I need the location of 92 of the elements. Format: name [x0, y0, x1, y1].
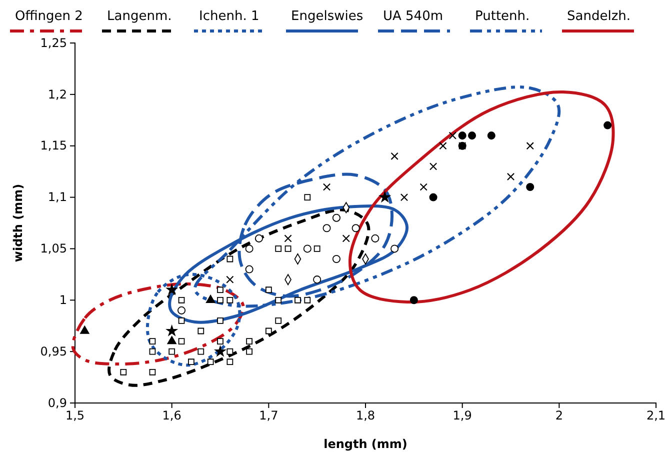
point — [178, 306, 186, 314]
text: Engelswies — [291, 9, 364, 24]
point — [468, 132, 476, 140]
x-tick-label: 1,6 — [162, 408, 182, 423]
point — [265, 286, 272, 294]
point — [178, 318, 185, 324]
y-tick-label: 0,9 — [48, 396, 67, 410]
point — [226, 348, 234, 355]
y-tick-label: 1,2 — [48, 87, 67, 102]
point — [487, 132, 496, 140]
point — [604, 121, 612, 130]
x-tick-label: 1,9 — [452, 408, 472, 423]
point — [168, 348, 176, 355]
point — [303, 244, 312, 253]
point — [226, 256, 234, 262]
x-tick-label: 1,5 — [65, 408, 85, 423]
point — [217, 318, 224, 324]
point — [149, 348, 156, 355]
text: Puttenh. — [475, 9, 530, 24]
point — [294, 296, 301, 304]
point — [439, 142, 447, 150]
point — [342, 234, 350, 242]
point — [410, 296, 418, 304]
text: Offingen 2 — [15, 9, 83, 24]
point — [390, 244, 399, 253]
point — [506, 172, 515, 181]
point — [217, 296, 224, 304]
point — [429, 193, 438, 202]
point — [526, 182, 534, 192]
y-tick-label: 1 — [59, 292, 67, 307]
point — [206, 294, 216, 303]
point — [458, 132, 466, 140]
text: Ichenh. 1 — [199, 9, 260, 24]
point — [284, 246, 292, 252]
point — [245, 265, 254, 274]
point — [526, 142, 534, 150]
point — [322, 183, 331, 191]
text: Langenm. — [107, 9, 172, 24]
point — [207, 358, 214, 366]
point — [265, 328, 272, 334]
point — [332, 254, 340, 264]
point — [448, 132, 456, 140]
point — [120, 368, 127, 376]
point — [226, 296, 234, 304]
point — [149, 338, 156, 344]
point — [226, 276, 234, 284]
point — [352, 224, 360, 232]
point — [275, 246, 282, 252]
point — [217, 286, 224, 294]
point — [246, 348, 252, 355]
y-tick-label: 1,15 — [40, 138, 67, 153]
text: UA 540m — [383, 9, 444, 24]
x-tick-label: 2 — [555, 408, 563, 423]
x-tick-label: 1,8 — [356, 408, 376, 423]
point — [400, 193, 408, 202]
y-tick-label: 0,95 — [40, 344, 67, 358]
point — [198, 348, 204, 355]
point — [304, 296, 311, 304]
x-axis-title: length (mm) — [324, 437, 408, 451]
y-tick-label: 1,1 — [48, 190, 67, 204]
point — [149, 368, 156, 376]
point — [214, 346, 226, 356]
point — [313, 276, 322, 284]
y-tick-label: 1,25 — [40, 36, 67, 50]
point — [332, 214, 340, 222]
point — [178, 296, 185, 304]
point — [314, 246, 320, 252]
point — [80, 326, 90, 334]
point — [226, 358, 234, 366]
point — [380, 192, 390, 202]
point — [275, 296, 282, 304]
y-axis-title: width (mm) — [11, 184, 25, 262]
point — [284, 234, 292, 242]
point — [304, 194, 311, 200]
point — [178, 338, 185, 344]
y-tick-label: 1,05 — [40, 242, 67, 256]
point — [420, 183, 428, 191]
point — [198, 328, 204, 334]
point — [166, 325, 178, 336]
x-tick-label: 1,7 — [259, 408, 278, 423]
point — [322, 224, 331, 232]
point — [275, 318, 282, 324]
x-tick-label: 2,1 — [646, 408, 665, 423]
point — [166, 284, 178, 294]
point — [245, 244, 254, 253]
point — [371, 234, 380, 242]
point — [254, 234, 263, 242]
point — [429, 162, 438, 170]
point — [188, 358, 194, 366]
text: Sandelzh. — [567, 9, 631, 24]
point — [390, 152, 398, 160]
point — [167, 336, 176, 344]
